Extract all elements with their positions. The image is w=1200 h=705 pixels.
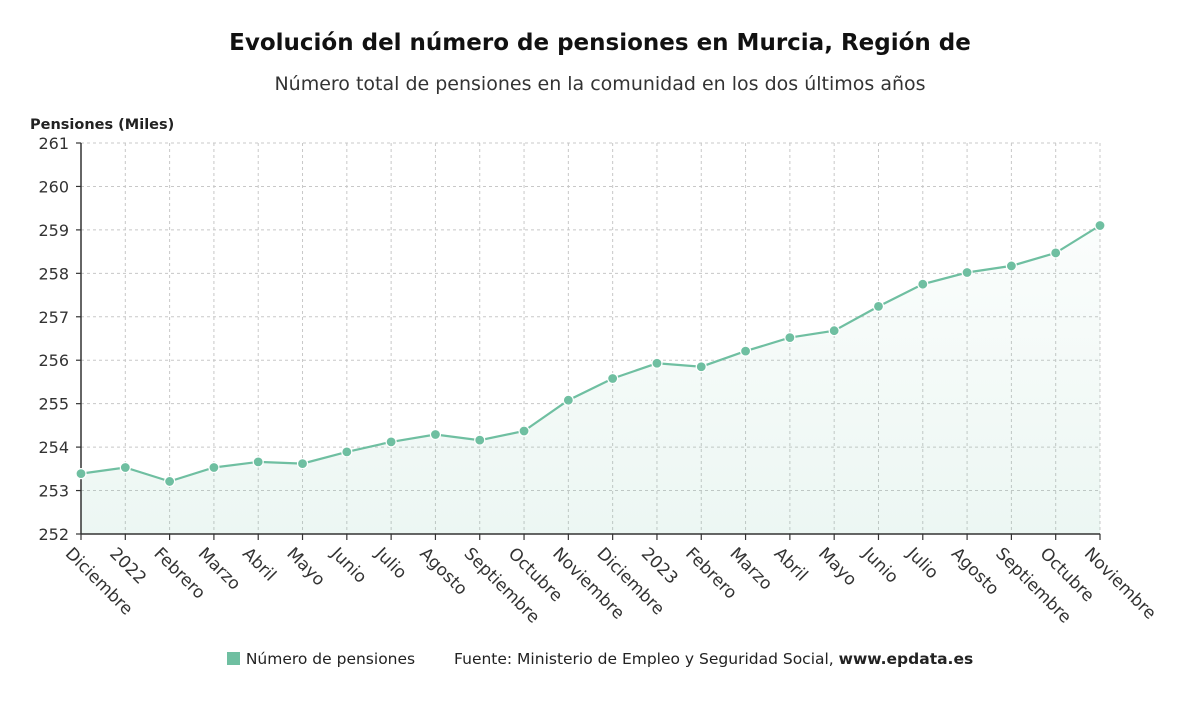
y-tick-label: 252 bbox=[38, 525, 69, 544]
data-point bbox=[917, 278, 929, 290]
y-axis-label: Pensiones (Miles) bbox=[30, 117, 174, 133]
data-point bbox=[961, 266, 973, 279]
x-tick-label: Mayo bbox=[283, 544, 329, 590]
y-tick-label: 260 bbox=[38, 177, 69, 196]
source-prefix: Fuente: Ministerio de Empleo y Seguridad… bbox=[454, 650, 839, 668]
legend-label: Número de pensiones bbox=[245, 650, 416, 668]
data-point bbox=[208, 461, 220, 474]
x-tick-label: Julio bbox=[902, 543, 942, 583]
series-points bbox=[75, 219, 1106, 488]
source-note: Fuente: Ministerio de Empleo y Seguridad… bbox=[454, 650, 973, 668]
data-point bbox=[1005, 260, 1017, 272]
data-point bbox=[385, 436, 397, 448]
data-point bbox=[119, 461, 131, 474]
data-point bbox=[651, 357, 663, 369]
x-tick-label: Julio bbox=[370, 543, 410, 583]
data-point bbox=[252, 456, 264, 468]
data-point bbox=[872, 300, 885, 312]
legend-swatch bbox=[226, 652, 240, 665]
data-point bbox=[739, 345, 752, 357]
data-point bbox=[562, 394, 574, 406]
legend-item: Número de pensiones bbox=[226, 650, 420, 668]
y-tick-labels: 252 253 254 255 256 257 258 259 260 261 bbox=[38, 134, 69, 544]
x-tick-label: Junio bbox=[858, 543, 902, 587]
y-tick-label: 259 bbox=[38, 221, 69, 240]
y-tick-label: 253 bbox=[38, 482, 69, 501]
data-point bbox=[607, 372, 619, 385]
x-tick-label: Agosto bbox=[947, 544, 1003, 600]
x-tick-label: Agosto bbox=[415, 544, 471, 600]
series-line bbox=[80, 224, 1101, 483]
x-tick-label: Junio bbox=[326, 543, 370, 587]
chart-subtitle: Número total de pensiones en la comunida… bbox=[274, 73, 926, 95]
y-tick-label: 255 bbox=[38, 395, 69, 414]
data-point bbox=[164, 475, 176, 488]
chart-footer: Número de pensiones Fuente: Ministerio d… bbox=[0, 650, 1200, 668]
y-tick-label: 257 bbox=[38, 308, 69, 327]
data-point bbox=[828, 325, 840, 337]
y-tick-label: 256 bbox=[38, 351, 69, 370]
data-point bbox=[1050, 247, 1062, 259]
data-point bbox=[695, 361, 707, 373]
y-tick-label: 254 bbox=[38, 438, 69, 457]
data-point bbox=[341, 446, 353, 458]
data-point bbox=[474, 434, 486, 446]
data-point bbox=[1094, 219, 1106, 232]
data-point bbox=[518, 425, 530, 437]
data-point bbox=[75, 468, 87, 480]
y-tick-label: 261 bbox=[38, 134, 69, 153]
source-site: www.epdata.es bbox=[838, 650, 974, 668]
y-tick-label: 258 bbox=[38, 264, 69, 283]
chart-title: Evolución del número de pensiones en Mur… bbox=[229, 30, 971, 56]
area-fill bbox=[81, 225, 1100, 534]
data-point bbox=[784, 332, 796, 344]
data-point bbox=[296, 458, 309, 470]
x-tick-label: Noviembre bbox=[1080, 544, 1160, 624]
x-tick-label: Mayo bbox=[814, 544, 860, 590]
data-point bbox=[429, 428, 442, 441]
